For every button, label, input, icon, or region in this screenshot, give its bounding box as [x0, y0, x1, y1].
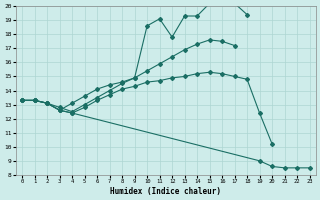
X-axis label: Humidex (Indice chaleur): Humidex (Indice chaleur) — [110, 187, 221, 196]
